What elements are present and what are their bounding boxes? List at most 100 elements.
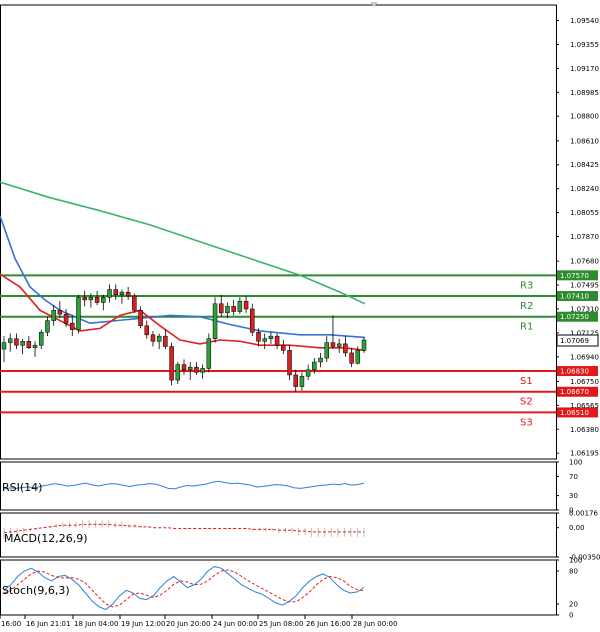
panel-frames: [0, 4, 557, 616]
price-tick-label: 1.06380: [570, 426, 599, 434]
indicator-tick-label: 0.00176: [569, 510, 598, 518]
current-price-label: 1.07069: [560, 337, 589, 345]
candle: [274, 333, 280, 350]
candle-body: [218, 303, 224, 314]
indicator-tick-label: 80: [569, 568, 578, 576]
indicator-tick-label: 30: [569, 492, 578, 500]
price-tick-label: 1.07680: [570, 258, 599, 266]
price-tick-label: 1.06940: [570, 353, 599, 361]
price-tick-label: 1.07495: [570, 282, 599, 290]
candle: [206, 333, 212, 373]
price-tick-label: 1.09540: [570, 17, 599, 25]
candle: [287, 345, 292, 381]
stoch-k-line: [3, 566, 365, 611]
candle: [212, 297, 218, 343]
candle-body: [330, 342, 336, 347]
candle-body: [181, 364, 187, 371]
candle-body: [51, 310, 56, 321]
price-tick-label: 1.08240: [570, 185, 599, 193]
candle-body: [268, 335, 274, 339]
candle-body: [349, 352, 354, 364]
level-price-box: [557, 311, 598, 322]
candle: [150, 330, 156, 347]
candle-body: [336, 343, 342, 347]
panel-frame: [0, 559, 557, 616]
level-price-label: 1.07570: [560, 272, 589, 280]
indicator-tick-label: 100: [569, 459, 582, 467]
rsi-label: RSI(14): [2, 481, 42, 494]
stoch-label: Stoch(9,6,3): [2, 584, 70, 597]
candle-body: [144, 325, 150, 336]
candle: [45, 316, 50, 337]
candle: [88, 293, 94, 308]
candle: [293, 369, 298, 392]
candle-body: [312, 361, 317, 371]
indicator-tick-label: 0.00: [569, 524, 585, 532]
candle: [63, 308, 69, 328]
candle: [51, 305, 56, 326]
candle-body: [57, 310, 63, 315]
candle-body: [206, 338, 212, 369]
time-tick-label: 20 Jun 20:00: [166, 620, 210, 628]
candle: [163, 329, 168, 350]
panel-frame: [0, 512, 557, 558]
candle: [194, 361, 199, 375]
candle-body: [324, 342, 330, 359]
scroll-arrow-icon[interactable]: [370, 2, 378, 7]
candle-body: [7, 338, 13, 343]
ma-green-line: [0, 181, 366, 305]
moving-averages: [0, 181, 366, 352]
candle: [169, 342, 174, 386]
time-tick-label: 25 Jun 08:00: [259, 620, 303, 628]
candle: [26, 336, 32, 350]
level-price-box: [557, 407, 598, 418]
price-tick-label: 1.07125: [570, 329, 599, 337]
candle-body: [299, 375, 305, 387]
candle-body: [119, 291, 125, 295]
candle-body: [225, 306, 230, 314]
candle: [70, 315, 75, 337]
level-price-label: 1.06670: [560, 388, 589, 396]
candle: [156, 333, 162, 350]
candle-body: [138, 310, 143, 327]
candle-body: [20, 341, 25, 346]
pivot-levels: 1.07570 R3 1.07410 R2 1.07250 R1 1.06830 S1 1.06…: [0, 270, 598, 428]
candle-body: [231, 306, 236, 312]
candle: [343, 336, 348, 357]
ma-red-line: [0, 273, 366, 352]
price-tick-label: 1.09170: [570, 65, 599, 73]
candle-body: [32, 344, 38, 349]
candle: [82, 290, 87, 307]
candle: [225, 302, 230, 319]
candle: [101, 294, 106, 311]
candle-body: [187, 366, 193, 371]
candle: [175, 361, 181, 384]
price-tick-label: 1.08055: [570, 209, 599, 217]
candle: [305, 364, 311, 381]
candle: [324, 336, 330, 362]
price-tick-label: 1.06750: [570, 378, 599, 386]
candle: [14, 333, 19, 350]
price-tick-label: 1.06565: [570, 402, 599, 410]
candle-body: [14, 338, 19, 346]
candle: [361, 337, 367, 353]
candle: [330, 315, 336, 350]
candle-body: [262, 338, 267, 342]
time-axis: 16:00 16 Jun 21:01 18 Jun 04:00 19 Jun 12:0…: [0, 615, 397, 628]
candle-body: [1, 342, 7, 350]
time-tick-label: 24 Jun 00:00: [213, 620, 257, 628]
indicator-tick-label: 20: [569, 601, 578, 609]
time-tick-label: 19 Jun 12:00: [121, 620, 165, 628]
price-tick-label: 1.07870: [570, 233, 599, 241]
candle-body: [256, 331, 261, 342]
level-price-box: [557, 291, 598, 302]
candle: [262, 333, 267, 350]
price-tick-label: 1.08610: [570, 137, 599, 145]
candle-body: [76, 297, 81, 330]
candle-body: [94, 297, 100, 303]
candle: [200, 364, 205, 379]
candle-body: [237, 300, 243, 312]
candle-body: [175, 364, 181, 381]
candle: [125, 286, 131, 300]
